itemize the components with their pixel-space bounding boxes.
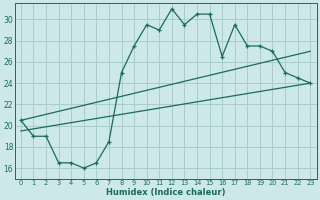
- X-axis label: Humidex (Indice chaleur): Humidex (Indice chaleur): [106, 188, 225, 197]
